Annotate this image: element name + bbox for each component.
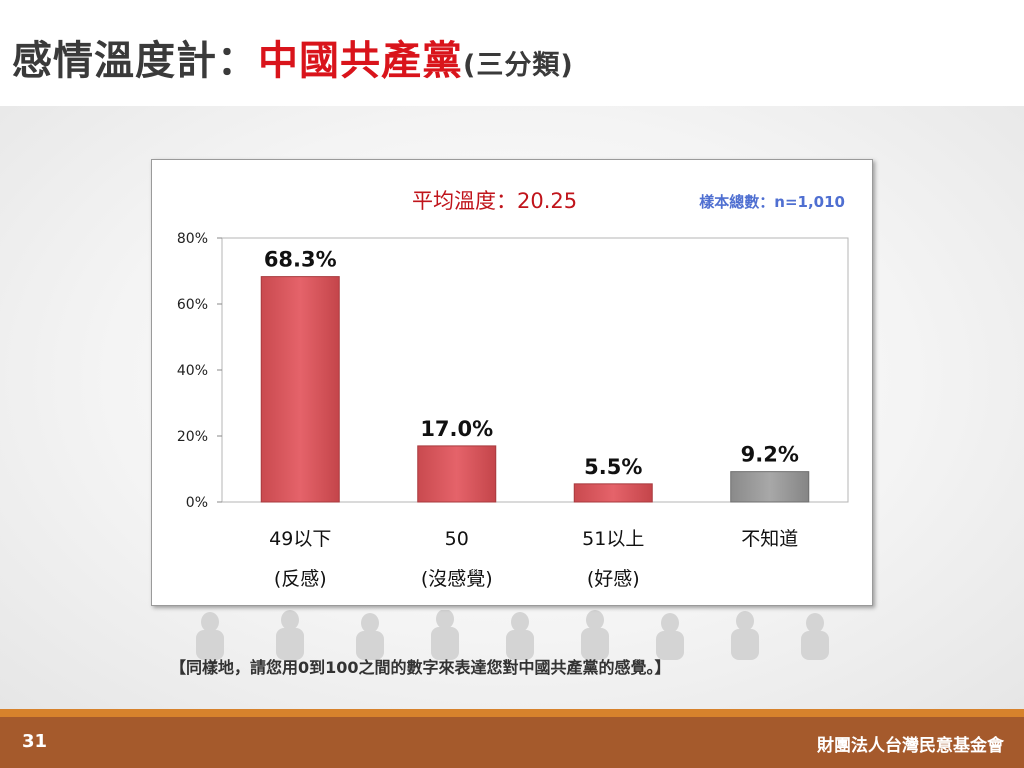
title-suffix: (三分類) bbox=[463, 50, 574, 81]
x-category-label: 49以下 bbox=[269, 528, 331, 550]
bar bbox=[260, 276, 340, 503]
x-category-sublabel: (反感) bbox=[274, 568, 327, 590]
bar-chart: 平均溫度：20.25 樣本總數：n=1,010 0% 20% 40% 60% 80% 6… bbox=[177, 189, 849, 590]
bar bbox=[573, 483, 653, 503]
y-tick-label: 80% bbox=[177, 231, 208, 247]
bar bbox=[417, 445, 497, 503]
bar-value-label: 17.0% bbox=[420, 417, 493, 441]
crowd-silhouette-decoration bbox=[196, 610, 829, 660]
average-temperature-label: 平均溫度：20.25 bbox=[412, 189, 577, 213]
x-category-sublabel: (沒感覺) bbox=[421, 568, 493, 590]
x-axis: 49以下 (反感) 50 (沒感覺) 51以上 (好感) 不知道 bbox=[269, 528, 798, 590]
bars: 68.3% 17.0% 5.5% 9.2% bbox=[260, 248, 810, 503]
bar-value-label: 68.3% bbox=[264, 248, 337, 272]
page-number: 31 bbox=[22, 731, 48, 752]
footer-accent-strip bbox=[0, 709, 1024, 717]
x-category-label: 不知道 bbox=[741, 528, 798, 550]
chart-panel: 平均溫度：20.25 樣本總數：n=1,010 0% 20% 40% 60% 80% 6… bbox=[151, 159, 873, 606]
bar-value-label: 9.2% bbox=[741, 443, 799, 467]
organization-name: 財團法人台灣民意基金會 bbox=[817, 736, 1004, 756]
y-tick-label: 20% bbox=[177, 429, 208, 445]
x-category-label: 51以上 bbox=[582, 528, 644, 550]
title-prefix: 感情溫度計： bbox=[12, 38, 258, 84]
bar bbox=[730, 471, 810, 503]
y-tick-label: 60% bbox=[177, 297, 208, 313]
title-accent: 中國共產黨 bbox=[258, 38, 463, 84]
title-bar: 感情溫度計：中國共產黨(三分類) bbox=[0, 0, 1024, 106]
footer-bar: 31 財團法人台灣民意基金會 bbox=[0, 717, 1024, 768]
page-title: 感情溫度計：中國共產黨(三分類) bbox=[12, 28, 574, 86]
sample-size-label: 樣本總數：n=1,010 bbox=[699, 193, 845, 211]
y-tick-label: 40% bbox=[177, 363, 208, 379]
x-category-sublabel: (好感) bbox=[587, 568, 640, 590]
bar-value-label: 5.5% bbox=[584, 455, 642, 479]
y-axis: 0% 20% 40% 60% 80% bbox=[177, 231, 222, 511]
y-tick-label: 0% bbox=[186, 495, 208, 511]
x-category-label: 50 bbox=[445, 528, 469, 550]
survey-question: 【同樣地，請您用0到100之間的數字來表達您對中國共產黨的感覺。】 bbox=[170, 658, 671, 677]
